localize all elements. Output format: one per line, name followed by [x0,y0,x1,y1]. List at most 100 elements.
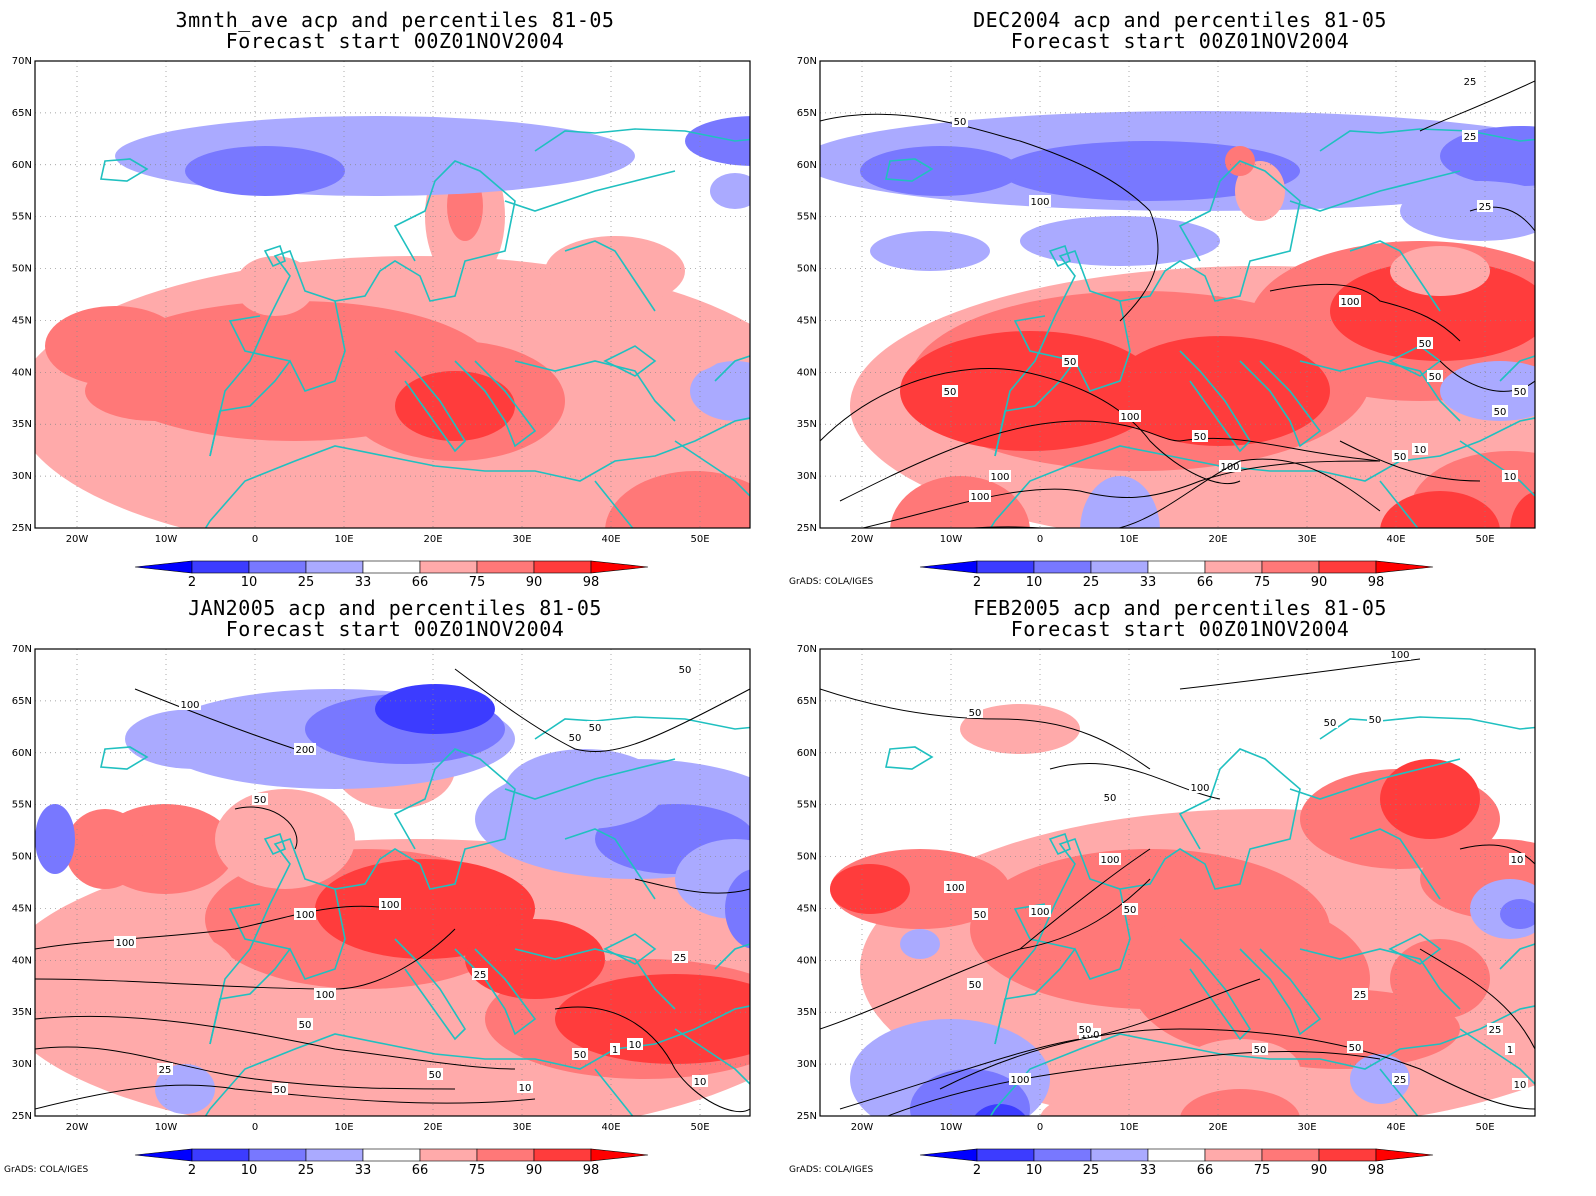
panel-feb2005: FEB2005 acp and percentiles 81-05 Foreca… [785,588,1575,1184]
percentile-area [1180,1089,1300,1116]
coastline [263,244,286,268]
colorbar-segment [590,1148,649,1162]
colorbar-segment [919,560,978,574]
coastline [674,440,750,498]
coastline [209,748,516,1045]
precipitation-contour [35,905,396,950]
coastline [1289,758,1461,800]
colorbar-segment [1318,1148,1377,1162]
contour-label-bg [572,1048,588,1060]
contour-label: 100 [990,472,1009,483]
percentile-area [75,929,235,1009]
contour-label-bg [297,1018,313,1030]
colorbar-segment [191,1148,250,1162]
contour-label: 50 [1514,387,1527,398]
coastline [100,158,149,182]
precipitation-contour [820,878,1151,1030]
map-frame [819,648,1536,1117]
latitude-label: 65N [797,108,817,119]
precipitation-contour [860,460,1381,528]
longitude-label: 20E [423,534,442,545]
contour-label-bg [1029,195,1051,207]
grads-credit: GrADS: COLA/IGES [789,577,874,587]
longitude-label: 10W [155,534,178,545]
longitude-label: 20E [423,1122,442,1133]
coastline [603,933,657,965]
coastline [594,480,634,528]
colorbar-segment [1375,1148,1434,1162]
coastline [504,170,676,212]
contour-label-bg [717,1113,733,1116]
precipitation-contour [1419,80,1535,132]
contour-label-bg [967,706,983,718]
coastline [714,355,750,382]
panel-jan2005: JAN2005 acp and percentiles 81-05 Foreca… [0,588,790,1184]
latitude-label: 45N [12,315,32,326]
colorbar-label: 75 [1254,1163,1271,1178]
latitude-label: 35N [12,1007,32,1018]
colorbar-label: 90 [1311,575,1328,590]
contour-label: 100 [1190,783,1209,794]
contour-label-bg [179,698,201,710]
longitude-label: 50E [690,534,709,545]
colorbar: 2 10 25 33 66 75 90 98 [134,560,649,590]
contour-label: 10 [1504,472,1517,483]
colorbar-label: 10 [1026,575,1043,590]
contour-label-bg [472,968,488,980]
contour-label: 10 [1511,855,1524,866]
colorbar-label: 90 [526,1163,543,1178]
percentile-area [1500,899,1535,929]
precipitation-contour [886,1051,1381,1116]
coastline [1239,360,1322,448]
percentile-area [215,789,355,889]
colorbar-label: 66 [1197,1163,1214,1178]
contour-label: 50 [1494,407,1507,418]
colorbar-label: 2 [188,1163,196,1178]
percentile-area [65,809,145,889]
latitude-label: 55N [12,800,32,811]
contour-label-bg [1392,1073,1408,1085]
longitude-label: 50E [1475,534,1494,545]
contour-label: 50 [1394,452,1407,463]
precipitation-contour [35,1084,536,1110]
percentile-area [1380,759,1480,839]
percentile-area [185,146,345,196]
longitude-label: 10E [1119,1122,1138,1133]
contour-label-bg [294,908,316,920]
percentile-area [1390,939,1490,1019]
colorbar-segment [362,1148,421,1162]
longitude-label: 20W [66,1122,89,1133]
contour-label-bg [1512,385,1528,397]
contour-label: 50 [274,1085,287,1096]
latitude-label: 70N [797,644,817,655]
percentile-area [725,869,750,949]
longitude-label: 30E [512,534,531,545]
contour-label-bg [989,470,1011,482]
contour-label: 25 [474,970,487,981]
contour-label: 100 [315,990,334,1001]
contour-label: 100 [1030,197,1049,208]
coastline [674,1028,750,1086]
longitude-label: 20W [66,534,89,545]
contour-label-bg [1509,853,1525,865]
coastline [228,315,291,362]
percentile-area [115,116,635,196]
precipitation-contour [820,368,1241,485]
contour-label: 25 [1464,132,1477,143]
latitude-label: 25N [12,1111,32,1122]
contour-label: 50 [569,733,582,744]
coastline [1349,240,1441,312]
contour-label-bg [294,743,316,755]
percentile-area [710,173,750,209]
precipitation-contour [35,1015,516,1070]
contour-label-bg [1462,75,1478,87]
longitude-label: 30E [512,1122,531,1133]
contour-label-bg [1352,988,1368,1000]
grads-credit: GrADS: COLA/IGES [789,1165,874,1175]
map-plot-area: 5010050501005010010010050100502525255050… [819,60,1536,529]
panel-3month-average: 3mnth_ave acp and percentiles 81-05 Fore… [0,0,790,596]
colorbar-label: 33 [1140,575,1157,590]
contour-label-bg [1192,430,1208,442]
